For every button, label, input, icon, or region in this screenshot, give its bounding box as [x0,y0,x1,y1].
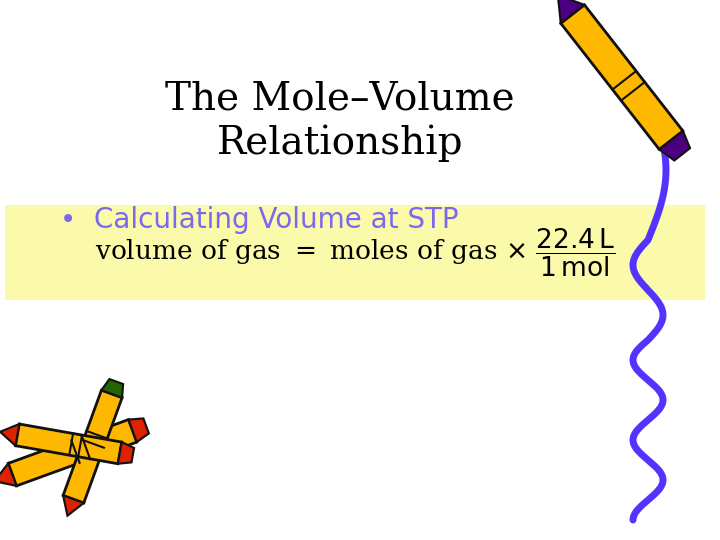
Polygon shape [118,442,134,464]
Text: •  Calculating Volume at STP: • Calculating Volume at STP [60,206,459,234]
Polygon shape [102,379,123,398]
Polygon shape [0,424,19,446]
Text: volume of gas $=$ moles of gas $\times$ $\dfrac{22.4\,\mathrm{L}}{1\,\mathrm{mol: volume of gas $=$ moles of gas $\times$ … [95,226,615,279]
Polygon shape [8,420,137,486]
Polygon shape [561,5,683,150]
Polygon shape [660,131,690,160]
FancyBboxPatch shape [5,205,705,300]
Polygon shape [0,463,17,486]
Polygon shape [558,0,585,23]
Polygon shape [63,390,122,503]
Text: The Mole–Volume
Relationship: The Mole–Volume Relationship [165,80,515,162]
Polygon shape [15,424,122,464]
Polygon shape [128,418,149,442]
Polygon shape [63,495,84,516]
